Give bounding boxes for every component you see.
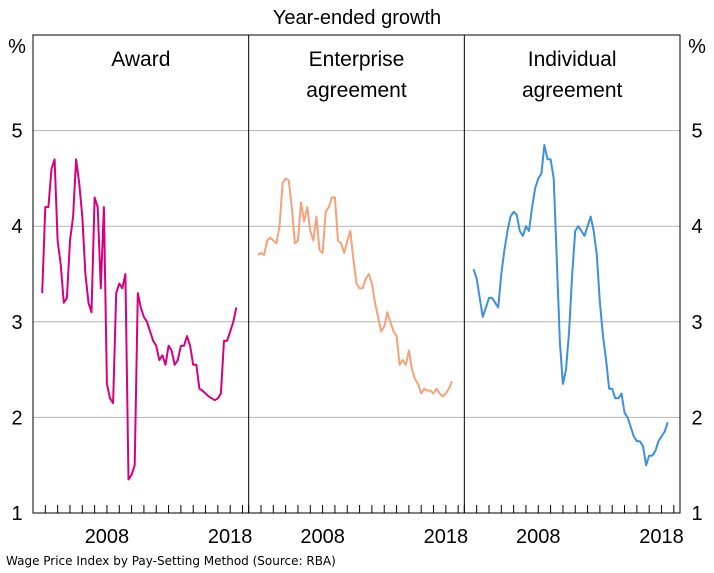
panel: Individual agreement <box>472 48 669 467</box>
x-tick-label: 2008 <box>300 526 345 548</box>
x-tick-label: 2018 <box>639 526 684 548</box>
chart-title: Year-ended growth <box>273 7 441 29</box>
plot-frame <box>32 34 681 514</box>
y-tick-label-left: 4 <box>11 216 22 238</box>
x-tick-label: 2008 <box>85 526 130 548</box>
y-tick-label-left: 5 <box>11 121 22 143</box>
series-line <box>41 158 238 481</box>
panel-title: agreement <box>522 79 623 102</box>
panel-title: Award <box>111 48 170 71</box>
source-caption: Wage Price Index by Pay-Setting Method (… <box>6 554 336 568</box>
series-line <box>257 177 453 398</box>
y-tick-label-right: 5 <box>691 121 702 143</box>
y-tick-label-left: 1 <box>11 503 22 525</box>
panels: Award Enterprise agreement Individual agreem… <box>41 48 669 481</box>
y-tick-label-left: 2 <box>11 407 22 429</box>
panel-title: Enterprise <box>309 48 405 71</box>
y-tick-label-left: 3 <box>11 312 22 334</box>
panel-title: agreement <box>306 79 407 102</box>
y-unit-left: % <box>8 36 26 58</box>
panel: Enterprise agreement <box>257 48 453 398</box>
panel: Award <box>41 48 238 481</box>
axes: 1 1 2 2 3 3 4 4 5 5 2008 2018 2008 2018 2008 2018 <box>11 35 703 548</box>
y-tick-label-right: 2 <box>691 407 702 429</box>
x-tick-label: 2018 <box>424 526 469 548</box>
gridlines <box>33 130 680 418</box>
y-tick-label-right: 4 <box>691 216 702 238</box>
series-line <box>472 143 669 467</box>
panel-title: Individual <box>528 48 617 71</box>
x-tick-label: 2018 <box>208 526 253 548</box>
y-tick-label-right: 1 <box>691 503 702 525</box>
y-unit-right: % <box>688 36 706 58</box>
y-tick-label-right: 3 <box>691 312 702 334</box>
x-tick-label: 2008 <box>516 526 561 548</box>
